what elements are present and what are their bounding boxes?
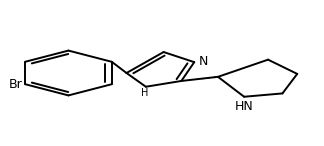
Text: H: H: [141, 88, 149, 98]
Text: Br: Br: [9, 78, 23, 91]
Text: N: N: [199, 55, 208, 68]
Text: HN: HN: [235, 100, 253, 113]
